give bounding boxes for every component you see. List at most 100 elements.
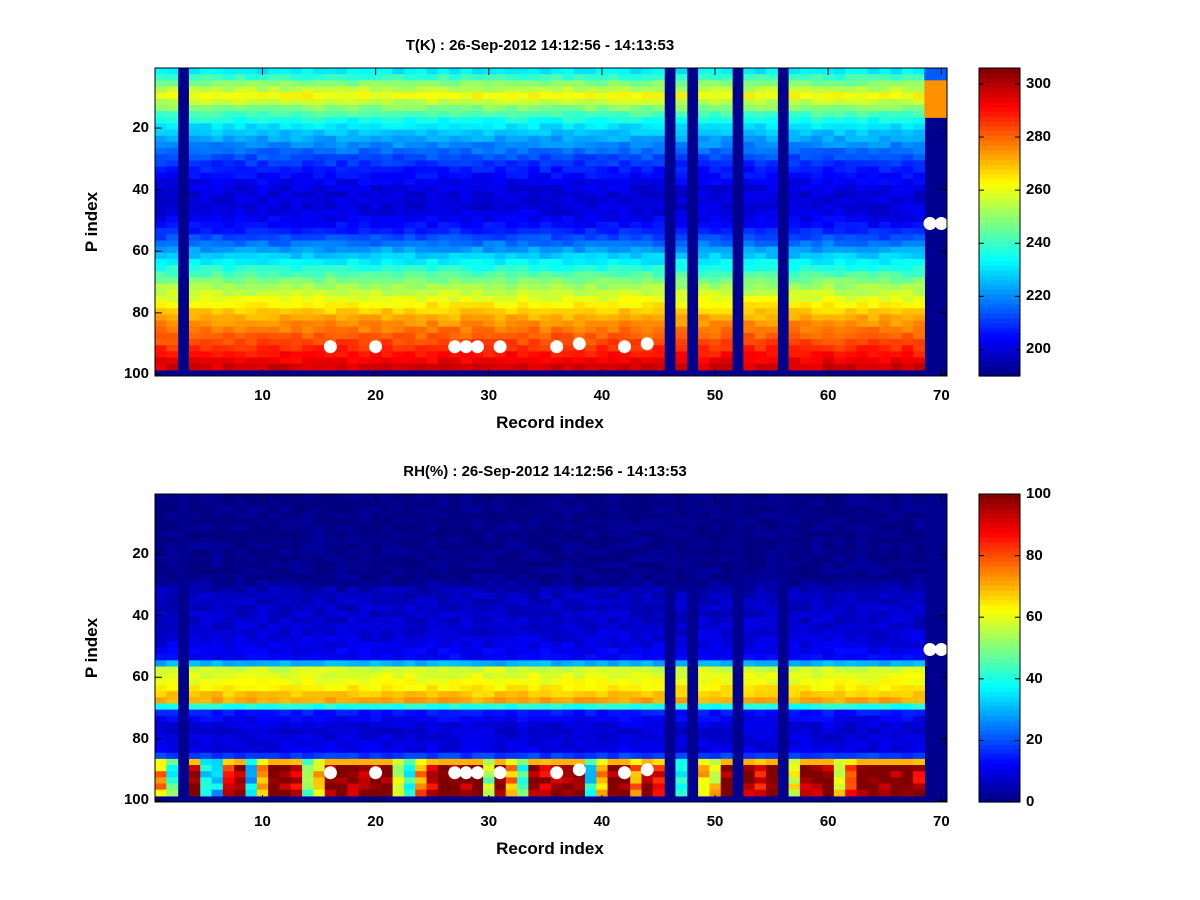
marker-point [572,337,586,351]
heatmap-cell [799,86,812,94]
heatmap-cell [234,86,247,94]
heatmap-cell [765,302,778,309]
heatmap-cell [256,154,269,161]
heatmap-cell [211,363,224,371]
heatmap-cell [211,308,224,315]
heatmap-cell [517,111,529,118]
heatmap-cell [245,697,258,705]
heatmap-cell [358,697,371,705]
heatmap-cell [302,635,314,643]
heatmap-cell [188,197,201,205]
heatmap-cell [460,222,473,229]
heatmap-cell [562,295,575,303]
heatmap-cell [211,68,224,75]
heatmap-cell [505,289,518,297]
heatmap-cell [336,494,348,501]
heatmap-cell [505,697,518,705]
heatmap-cell [856,117,869,125]
heatmap-cell [709,98,722,106]
heatmap-cell [166,549,179,557]
heatmap-cell [256,148,269,155]
heatmap-cell [460,604,473,612]
heatmap-cell [403,74,416,81]
heatmap-cell [528,222,541,229]
heatmap-cell [913,185,925,192]
heatmap-cell [347,148,360,155]
heatmap-cell [890,135,903,143]
heatmap-cell [403,277,416,285]
heatmap-cell [155,530,167,538]
heatmap-cell [618,160,631,168]
heatmap-cell [211,154,224,161]
heatmap-cell [426,715,439,723]
heatmap-cell [392,98,405,106]
heatmap-cell [313,191,326,198]
heatmap-cell [415,549,428,557]
heatmap-cell [890,111,903,118]
heatmap-cell [188,191,201,198]
heatmap-cell [743,357,756,365]
heatmap-cell [200,629,213,637]
heatmap-cell [415,332,428,340]
heatmap-cell [845,345,858,352]
heatmap-cell [336,740,348,748]
heatmap-cell [222,752,235,760]
heatmap-cell [483,197,496,205]
heatmap-cell [381,289,394,297]
heatmap-cell [336,314,348,322]
heatmap-cell [743,185,756,192]
heatmap-cell [698,148,710,155]
heatmap-cell [381,222,394,229]
heatmap-cell [302,222,314,229]
heatmap-cell [754,197,767,205]
heatmap-cell [290,326,303,334]
heatmap-cell [324,271,337,279]
heatmap-cell [618,246,631,254]
heatmap-cell [200,734,213,741]
heatmap-cell [188,271,201,279]
heatmap-cell [607,314,620,322]
heatmap-cell [347,289,360,297]
heatmap-cell [720,332,733,340]
heatmap-cell [596,345,609,352]
heatmap-cell [505,789,518,797]
heatmap-cell [698,326,710,334]
heatmap-cell [392,215,405,223]
heatmap-cell [596,246,609,254]
heatmap-cell [222,228,235,235]
heatmap-cell [799,117,812,125]
heatmap-cell [188,98,201,106]
heatmap-cell [460,289,473,297]
heatmap-cell [449,641,462,649]
heatmap-cell [788,351,801,359]
heatmap-cell [155,494,167,501]
heatmap-cell [166,228,179,235]
heatmap-cell [381,68,394,75]
heatmap-cell [675,98,688,106]
heatmap-cell [155,141,167,149]
heatmap-cell [211,283,224,291]
heatmap-cell [573,222,586,229]
heatmap-cell [449,74,462,81]
heatmap-cell [562,135,575,143]
heatmap-cell [856,92,869,100]
heatmap-cell [222,314,235,322]
heatmap-cell [754,289,767,297]
heatmap-cell [584,104,597,112]
heatmap-cell [155,135,167,143]
heatmap-column-15 [313,494,326,797]
heatmap-cell [155,160,167,168]
heatmap-cell [437,123,450,131]
heatmap-cell [200,586,213,594]
heatmap-cell [630,104,643,112]
heatmap-cell [528,86,541,94]
heatmap-column-24 [415,68,428,371]
heatmap-cell [596,203,609,211]
heatmap-cell [290,697,303,705]
heatmap-cell [901,160,914,168]
heatmap-cell [460,215,473,223]
heatmap-cell [505,555,518,563]
heatmap-cell [494,549,507,557]
heatmap-cell [268,271,281,279]
heatmap-cell [369,191,382,198]
